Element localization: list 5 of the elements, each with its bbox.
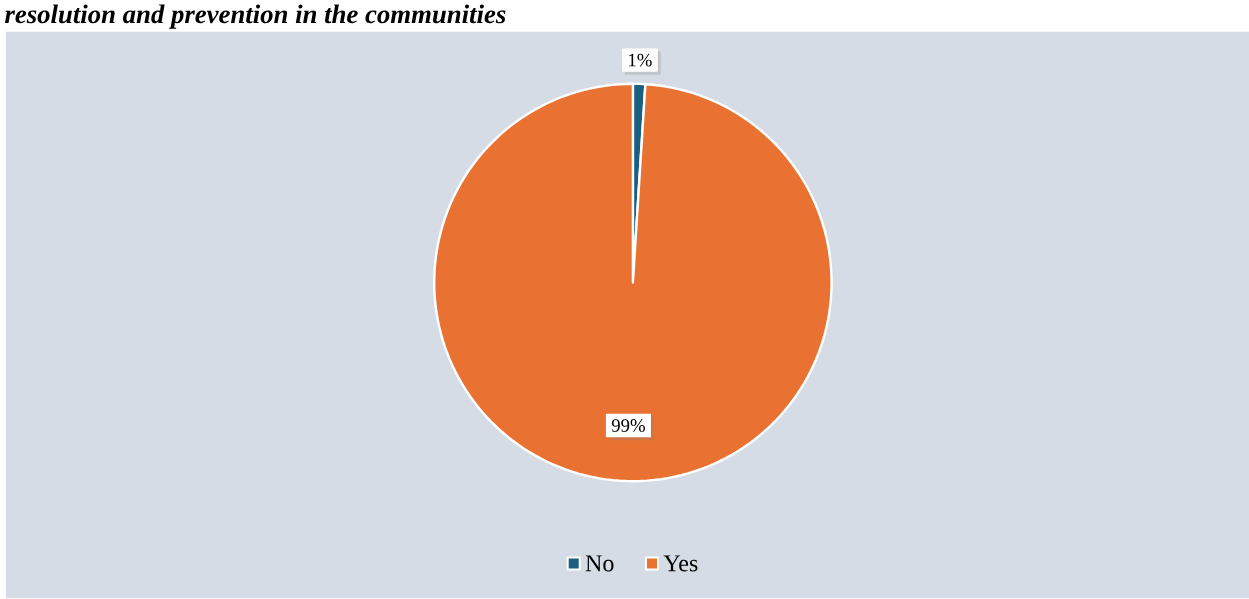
legend-label: Yes xyxy=(663,555,698,572)
chart-title: resolution and prevention in the communities xyxy=(5,4,506,29)
data-label: 99% xyxy=(611,419,645,433)
legend-label: No xyxy=(585,555,614,572)
data-label: 1% xyxy=(629,53,652,67)
